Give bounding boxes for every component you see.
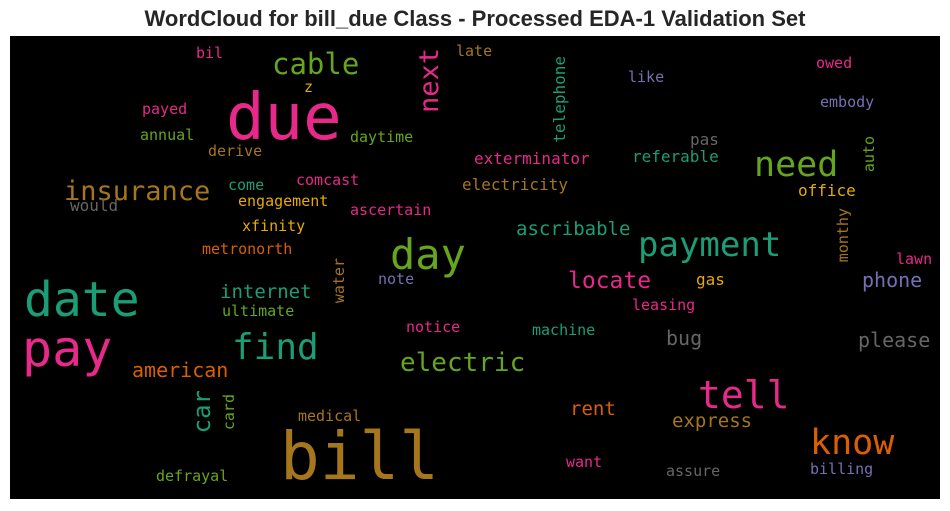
word-like: like (628, 68, 665, 86)
word-express: express (672, 410, 753, 432)
word-payment: payment (638, 225, 782, 265)
word-engagement: engagement (238, 192, 329, 210)
word-machine: machine (532, 321, 596, 339)
word-payed: payed (142, 100, 188, 118)
word-xfinity: xfinity (242, 217, 306, 235)
word-note: note (378, 270, 415, 288)
word-ascribable: ascribable (516, 218, 631, 240)
word-notice: notice (406, 318, 461, 336)
word-gas: gas (696, 270, 725, 289)
word-locate: locate (568, 268, 652, 294)
word-pas: pas (690, 130, 719, 149)
word-auto: auto (860, 136, 878, 173)
word-rent: rent (570, 398, 616, 420)
word-next: next (414, 48, 445, 114)
word-need: need (754, 145, 839, 185)
word-z: z (304, 78, 314, 96)
word-pay: pay (22, 320, 113, 378)
word-electricity: electricity (462, 175, 568, 194)
word-card: card (220, 394, 238, 431)
word-bug: bug (666, 326, 703, 350)
word-due: due (226, 81, 342, 155)
word-exterminator: exterminator (474, 149, 590, 168)
word-monthy: monthy (834, 208, 852, 263)
word-electric: electric (400, 348, 526, 378)
word-internet: internet (220, 281, 312, 303)
word-annual: annual (140, 126, 195, 144)
word-daytime: daytime (350, 128, 414, 146)
word-day: day (390, 230, 466, 279)
word-assure: assure (666, 462, 721, 480)
word-lawn: lawn (896, 250, 933, 268)
word-comcast: comcast (296, 171, 360, 189)
word-billing: billing (810, 460, 874, 478)
word-late: late (456, 42, 493, 60)
word-derive: derive (208, 142, 263, 160)
word-please: please (858, 328, 931, 352)
word-tell: tell (698, 373, 790, 417)
word-ultimate: ultimate (222, 302, 295, 320)
word-find: find (232, 327, 319, 368)
word-leasing: leasing (632, 296, 696, 314)
word-american: american (132, 358, 229, 382)
word-office: office (798, 181, 856, 200)
word-date: date (24, 272, 140, 328)
word-car: car (188, 390, 216, 434)
word-insurance: insurance (64, 176, 211, 207)
word-telephone: telephone (550, 56, 569, 143)
word-know: know (810, 423, 895, 463)
word-defrayal: defrayal (156, 467, 229, 485)
word-ascertain: ascertain (350, 201, 432, 219)
word-referable: referable (632, 147, 719, 166)
word-would: would (70, 196, 119, 215)
word-bil: bil (196, 44, 224, 62)
word-cable: cable (272, 47, 360, 81)
word-water: water (330, 258, 348, 304)
word-medical: medical (298, 407, 362, 425)
word-want: want (566, 453, 603, 471)
word-metronorth: metronorth (202, 240, 293, 258)
chart-title: WordCloud for bill_due Class - Processed… (144, 6, 806, 31)
word-bill: bill (280, 418, 439, 495)
word-come: come (228, 176, 265, 194)
word-phone: phone (862, 268, 923, 292)
word-embody: embody (820, 93, 875, 111)
word-owed: owed (816, 54, 853, 72)
wordcloud-canvas: bill due date pay day payment need tell … (10, 36, 940, 499)
